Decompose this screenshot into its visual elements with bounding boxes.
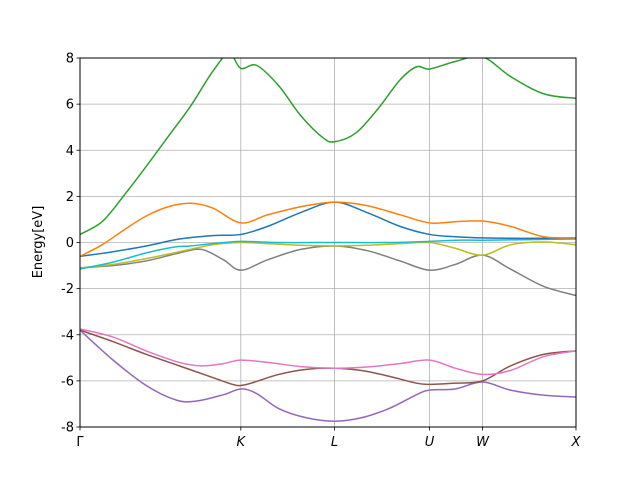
y-axis-ticks: -8 -6 -4 -2 0 2 4 6 8 [61,52,80,436]
band-line-8 [80,201,576,258]
y-tick-label: -6 [61,374,74,389]
band-line-7 [80,201,576,258]
x-tick-label: U [425,435,435,450]
x-tick-label: L [331,435,338,450]
band-line-6 [80,238,576,270]
x-tick-label: W [476,435,490,450]
band-line-5 [80,241,576,269]
y-tick-label: 4 [66,144,74,159]
y-tick-label: -2 [61,282,74,297]
x-tick-label: X [571,435,582,450]
x-tick-label: K [237,435,247,450]
x-tick-label: Γ [76,435,84,450]
y-tick-label: -8 [61,421,74,436]
y-axis-label: Energy[eV] [31,206,46,279]
y-tick-label: 8 [66,52,74,67]
y-tick-label: 6 [66,98,74,113]
y-tick-label: 0 [66,236,74,251]
band-series [80,58,576,422]
band-line-9 [80,58,576,236]
band-line-3 [80,328,576,376]
y-tick-label: 2 [66,190,74,205]
y-tick-label: -4 [61,328,74,343]
